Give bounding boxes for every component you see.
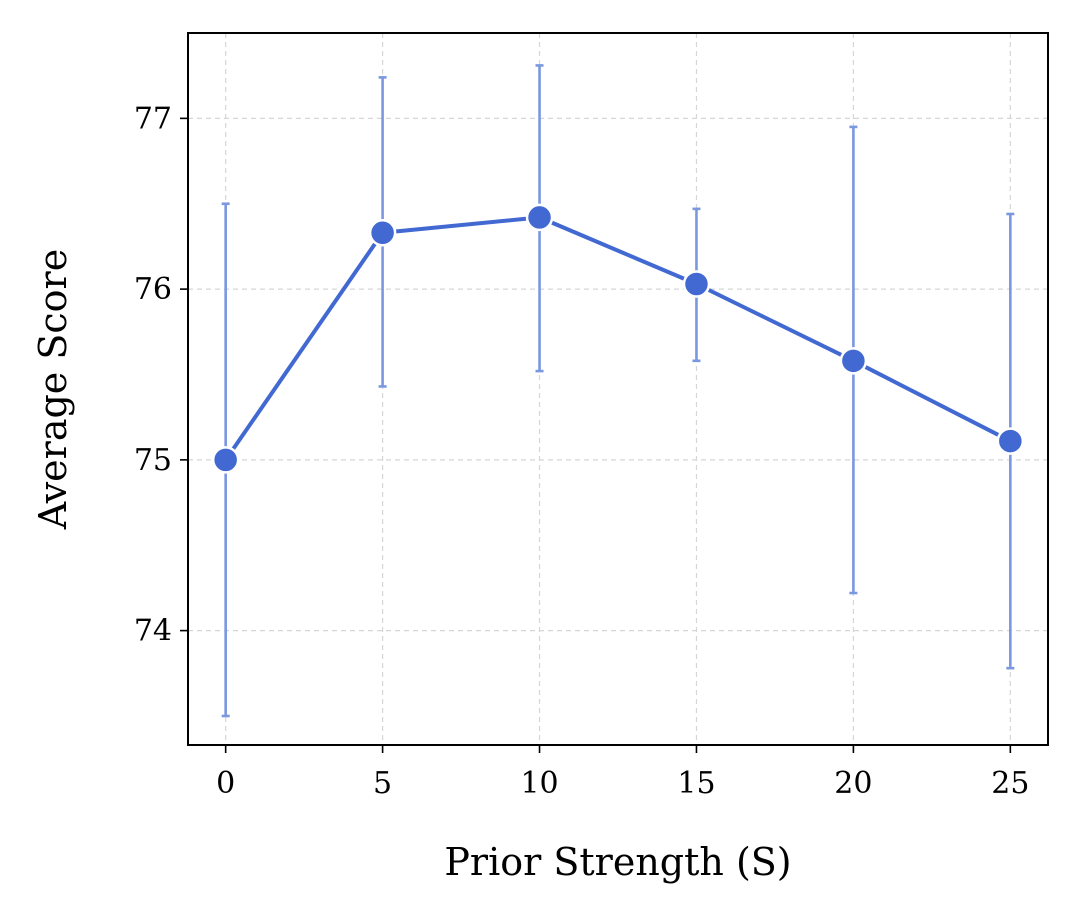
x-axis-ticks: 0 5 10 15 20 25 — [216, 745, 1029, 801]
x-tick-label: 10 — [520, 766, 558, 801]
data-point — [839, 347, 868, 375]
data-point — [368, 219, 397, 247]
data-points — [211, 203, 1025, 474]
x-tick-label: 5 — [373, 766, 392, 801]
data-point — [211, 446, 240, 474]
series-line — [223, 215, 1013, 462]
data-point — [682, 270, 711, 298]
x-axis-label: Prior Strength (S) — [444, 840, 791, 884]
x-tick-label: 0 — [216, 766, 235, 801]
y-tick-label: 75 — [134, 443, 172, 478]
plot-area-frame — [187, 32, 1049, 746]
y-axis-ticks: 74 75 76 77 — [134, 101, 188, 649]
y-tick-label: 74 — [134, 614, 172, 649]
data-point — [996, 427, 1025, 455]
x-tick-label: 15 — [677, 766, 715, 801]
x-tick-label: 20 — [834, 766, 872, 801]
y-axis-label: Average Score — [31, 249, 75, 530]
y-tick-label: 76 — [134, 272, 172, 307]
series-line-layer — [223, 215, 1013, 462]
x-tick-label: 25 — [991, 766, 1029, 801]
y-tick-label: 77 — [134, 101, 172, 136]
data-point — [525, 203, 554, 232]
